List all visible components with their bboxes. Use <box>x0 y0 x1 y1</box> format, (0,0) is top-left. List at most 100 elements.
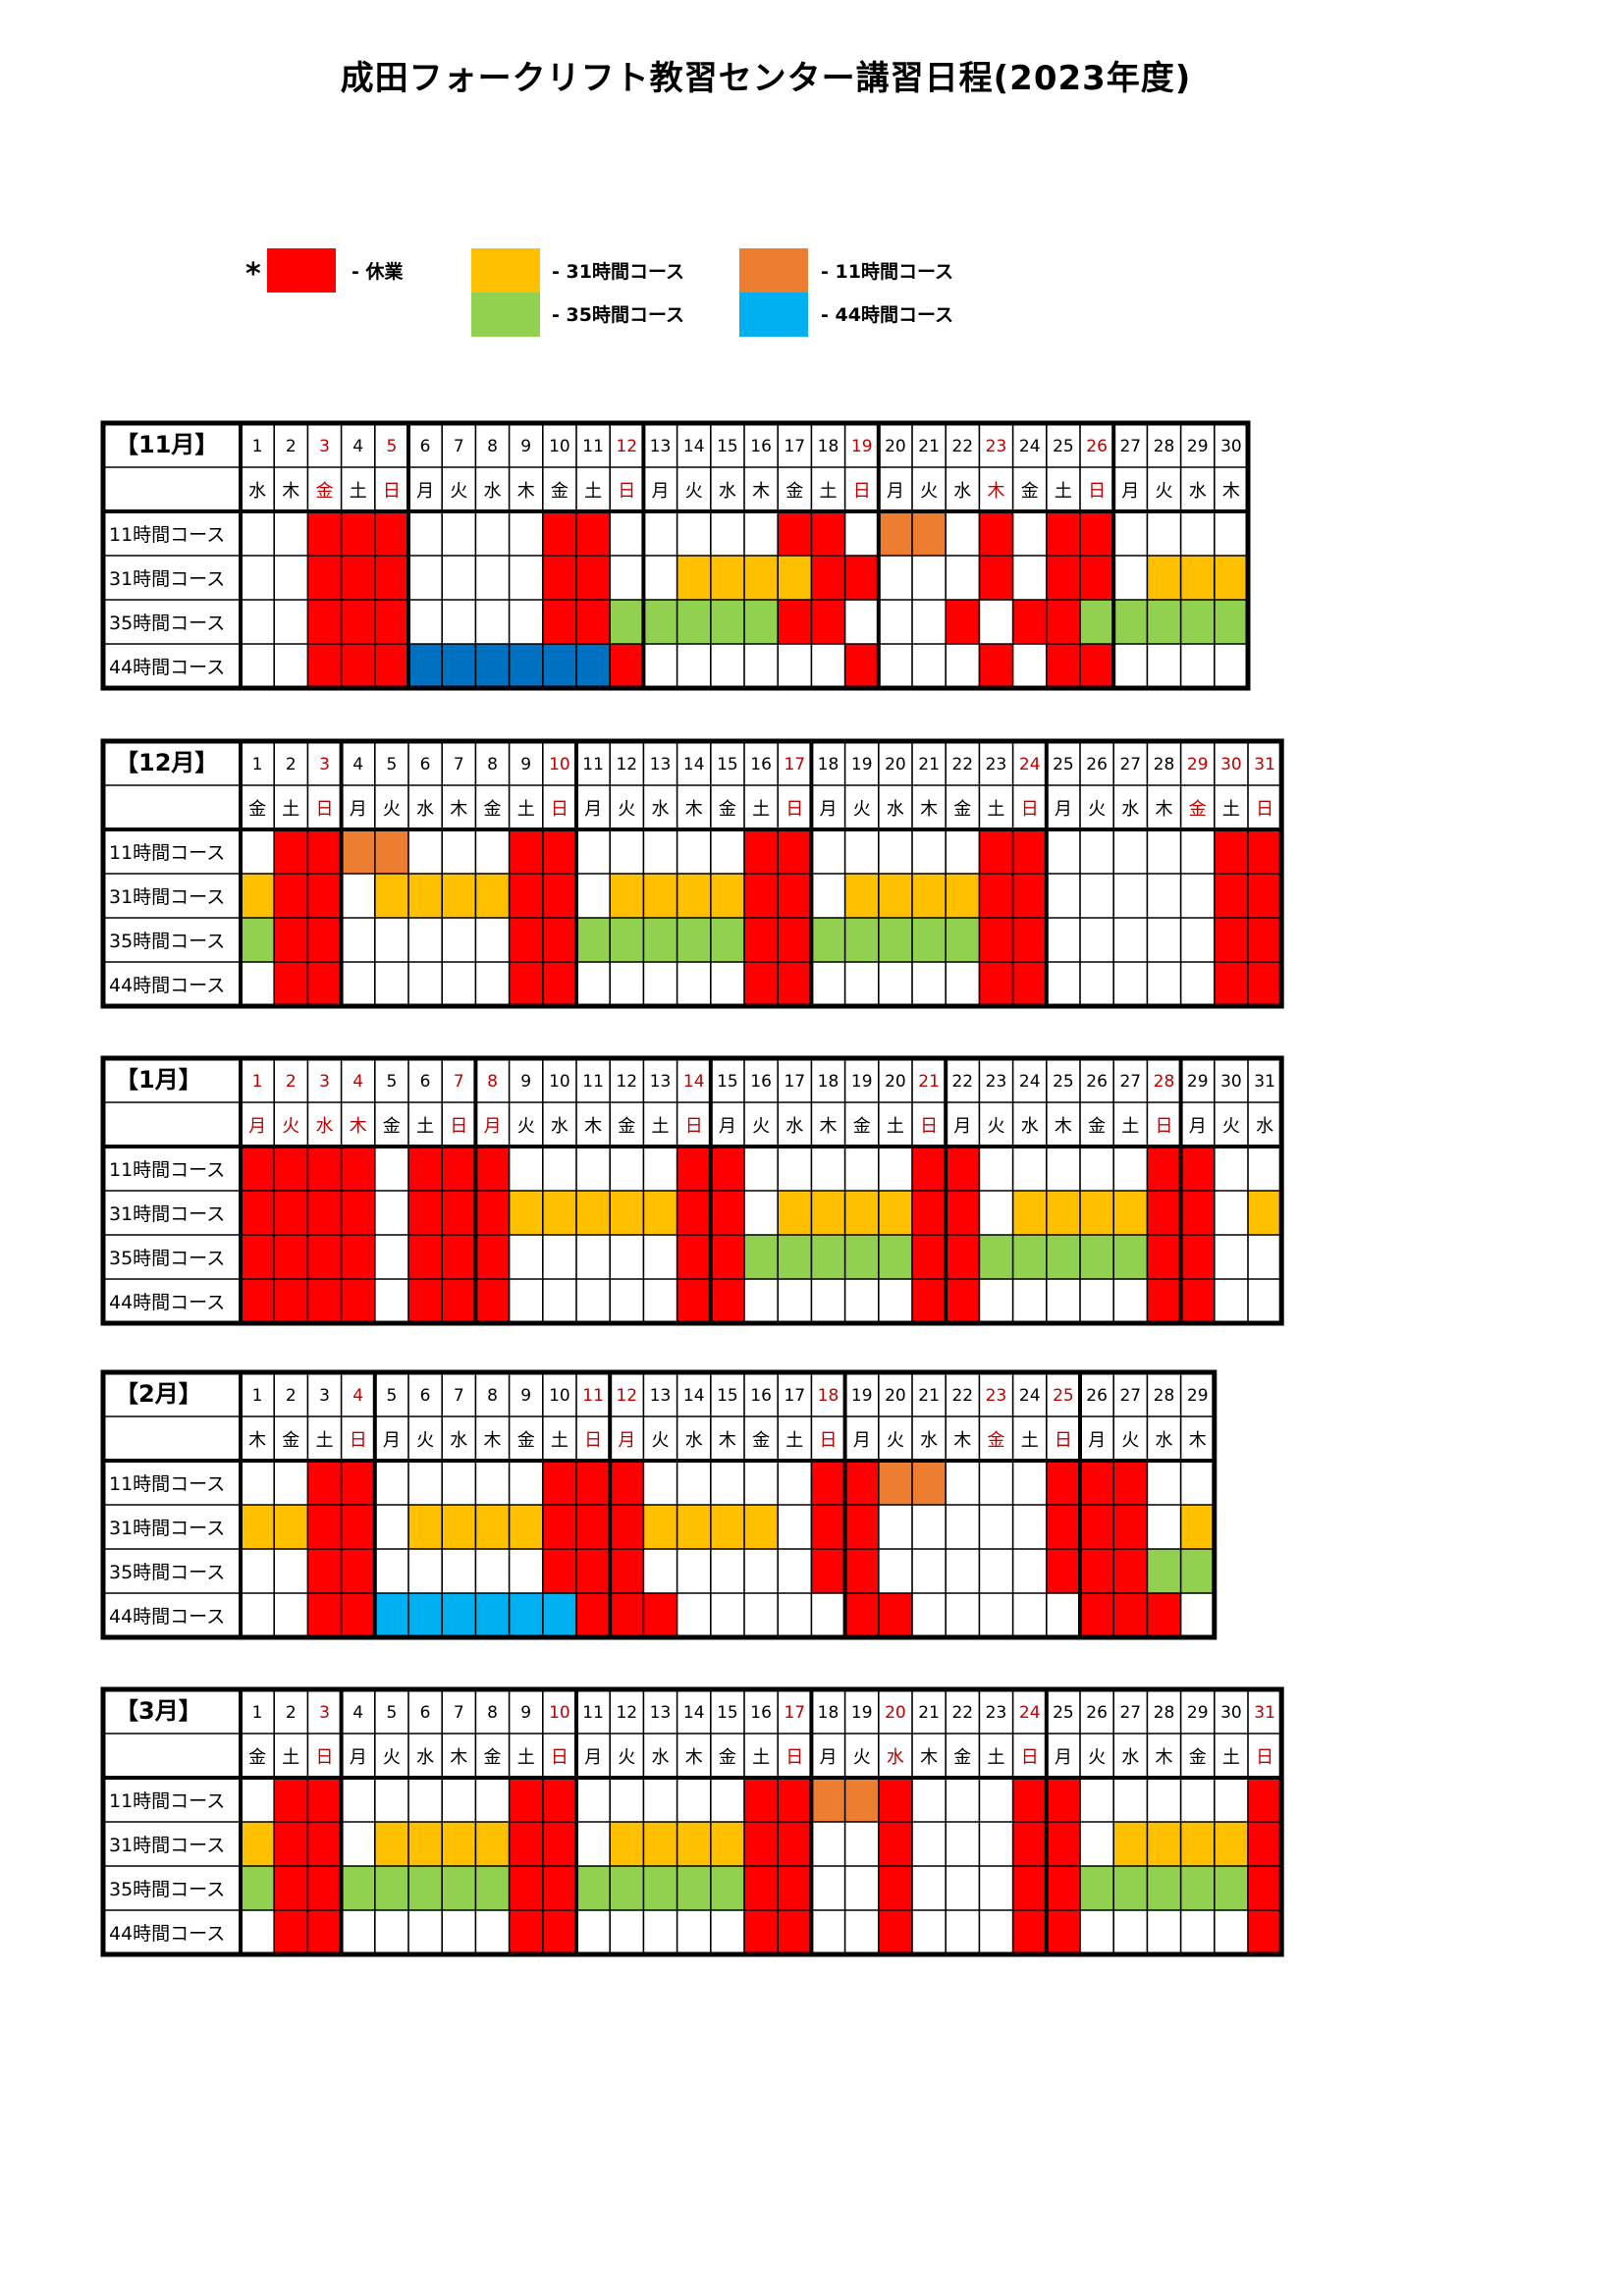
schedule-cell <box>744 1910 779 1954</box>
weekday-label: 木 <box>1156 1747 1173 1768</box>
schedule-cell <box>1080 1235 1114 1279</box>
schedule-cell <box>542 644 576 688</box>
weekday-label: 日 <box>1256 1747 1273 1768</box>
schedule-cell <box>1214 600 1248 644</box>
schedule-cell <box>442 1461 476 1505</box>
calendar-grid-november: 【11月】 1 水 2 木 3 金 4 土 5 日 6 月 7 火 8 水 9 木 10 金 11 土 12 日 13 月 14 火 15… <box>100 420 1251 691</box>
schedule-cell <box>778 1549 812 1593</box>
weekday-label: 金 <box>484 1747 502 1768</box>
schedule-cell <box>274 1279 308 1323</box>
schedule-cell <box>1080 1461 1114 1505</box>
schedule-cell <box>408 600 443 644</box>
day-number: 12 <box>616 1703 637 1723</box>
schedule-cell <box>710 1778 744 1822</box>
day-number: 7 <box>454 1386 464 1406</box>
schedule-cell <box>811 918 845 962</box>
schedule-cell <box>844 874 879 918</box>
schedule-cell <box>878 1593 912 1637</box>
schedule-cell <box>509 1505 543 1549</box>
weekday-label: 日 <box>1021 799 1039 820</box>
schedule-cell <box>979 1461 1013 1505</box>
schedule-cell <box>241 1778 275 1822</box>
day-number: 4 <box>352 1386 363 1406</box>
weekday-label: 金 <box>484 799 502 820</box>
schedule-cell <box>1113 1279 1148 1323</box>
schedule-cell <box>408 874 443 918</box>
weekday-label: 日 <box>618 481 635 502</box>
schedule-cell <box>374 1461 408 1505</box>
schedule-cell <box>946 1191 980 1235</box>
weekday-label: 金 <box>988 1430 1005 1451</box>
day-number: 26 <box>1086 1072 1108 1092</box>
schedule-cell <box>811 1279 845 1323</box>
schedule-cell <box>274 1505 308 1549</box>
schedule-cell <box>241 1461 275 1505</box>
schedule-cell <box>1180 962 1215 1006</box>
day-number: 17 <box>784 1703 805 1723</box>
weekday-label: 金 <box>248 799 266 820</box>
day-number: 26 <box>1086 1386 1108 1406</box>
schedule-cell <box>1180 1822 1215 1866</box>
weekday-label: 水 <box>450 1430 467 1451</box>
weekday-label: 日 <box>1156 1116 1173 1137</box>
schedule-cell <box>946 829 980 874</box>
schedule-cell <box>844 1778 879 1822</box>
schedule-cell <box>1248 918 1282 962</box>
day-number: 13 <box>650 1386 672 1406</box>
schedule-cell <box>1147 1593 1181 1637</box>
schedule-cell <box>509 1593 543 1637</box>
day-number: 18 <box>818 1386 839 1406</box>
schedule-cell <box>374 1147 408 1191</box>
schedule-cell <box>912 874 947 918</box>
weekday-label: 月 <box>416 481 434 502</box>
schedule-cell <box>1180 1461 1215 1505</box>
schedule-cell <box>307 1778 342 1822</box>
schedule-cell <box>1147 556 1181 600</box>
schedule-cell <box>1147 1910 1181 1954</box>
weekday-label: 木 <box>517 481 535 502</box>
schedule-cell <box>677 1235 711 1279</box>
schedule-cell <box>1012 511 1047 556</box>
schedule-cell <box>643 1910 677 1954</box>
legend-swatch-35h <box>471 293 540 337</box>
schedule-cell <box>307 600 342 644</box>
schedule-cell <box>946 1461 980 1505</box>
course-row-label: 11時間コース <box>109 1790 225 1812</box>
weekday-label: 日 <box>785 1747 803 1768</box>
schedule-cell <box>374 644 408 688</box>
weekday-label: 水 <box>316 1116 334 1137</box>
day-number: 10 <box>549 1386 570 1406</box>
schedule-cell <box>677 556 711 600</box>
schedule-cell <box>744 874 779 918</box>
day-number: 30 <box>1220 437 1242 456</box>
schedule-cell <box>677 1147 711 1191</box>
weekday-label: 土 <box>282 1747 299 1768</box>
day-number: 9 <box>520 755 531 774</box>
schedule-cell <box>475 1235 510 1279</box>
schedule-cell <box>710 644 744 688</box>
schedule-cell <box>979 1778 1013 1822</box>
weekday-label: 金 <box>383 1116 401 1137</box>
day-number: 10 <box>549 1072 570 1092</box>
day-number: 16 <box>750 755 772 774</box>
schedule-cell <box>374 918 408 962</box>
schedule-cell <box>1113 1593 1148 1637</box>
weekday-label: 金 <box>248 1747 266 1768</box>
month-table-march: 【3月】 1 金 2 土 3 日 4 月 5 火 6 水 7 木 8 金 9 土 10 日 11 月 12 火 13 水 14 木 15 金… <box>100 1686 1284 1957</box>
day-number: 13 <box>650 437 672 456</box>
schedule-cell <box>912 1549 947 1593</box>
day-number: 3 <box>319 1386 330 1406</box>
weekday-label: 水 <box>953 481 971 502</box>
schedule-cell <box>946 1147 980 1191</box>
weekday-label: 水 <box>248 481 266 502</box>
schedule-cell <box>710 1505 744 1549</box>
weekday-label: 日 <box>1055 1430 1072 1451</box>
schedule-cell <box>710 1549 744 1593</box>
schedule-cell <box>1012 1910 1047 1954</box>
day-number: 15 <box>717 437 738 456</box>
day-number: 1 <box>252 1386 263 1406</box>
weekday-label: 火 <box>383 799 401 820</box>
schedule-cell <box>677 874 711 918</box>
weekday-label: 月 <box>350 799 367 820</box>
schedule-cell <box>241 1549 275 1593</box>
